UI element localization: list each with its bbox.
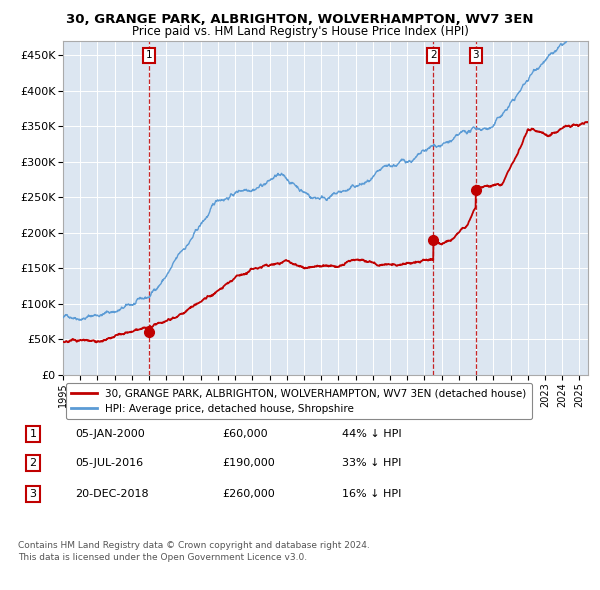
Text: 1: 1	[146, 51, 152, 61]
Text: 05-JAN-2000: 05-JAN-2000	[75, 429, 145, 438]
Text: £260,000: £260,000	[222, 489, 275, 499]
Text: 05-JUL-2016: 05-JUL-2016	[75, 458, 143, 468]
Text: 16% ↓ HPI: 16% ↓ HPI	[342, 489, 401, 499]
Legend: 30, GRANGE PARK, ALBRIGHTON, WOLVERHAMPTON, WV7 3EN (detached house), HPI: Avera: 30, GRANGE PARK, ALBRIGHTON, WOLVERHAMPT…	[65, 383, 532, 419]
Text: 1: 1	[29, 429, 37, 438]
Text: 3: 3	[29, 489, 37, 499]
Text: £190,000: £190,000	[222, 458, 275, 468]
Text: £60,000: £60,000	[222, 429, 268, 438]
Text: 2: 2	[430, 51, 437, 61]
Text: 20-DEC-2018: 20-DEC-2018	[75, 489, 149, 499]
Text: 44% ↓ HPI: 44% ↓ HPI	[342, 429, 401, 438]
Text: Price paid vs. HM Land Registry's House Price Index (HPI): Price paid vs. HM Land Registry's House …	[131, 25, 469, 38]
Text: 33% ↓ HPI: 33% ↓ HPI	[342, 458, 401, 468]
Text: 3: 3	[472, 51, 479, 61]
Text: 30, GRANGE PARK, ALBRIGHTON, WOLVERHAMPTON, WV7 3EN: 30, GRANGE PARK, ALBRIGHTON, WOLVERHAMPT…	[66, 13, 534, 26]
Text: This data is licensed under the Open Government Licence v3.0.: This data is licensed under the Open Gov…	[18, 553, 307, 562]
Text: Contains HM Land Registry data © Crown copyright and database right 2024.: Contains HM Land Registry data © Crown c…	[18, 541, 370, 550]
Text: 2: 2	[29, 458, 37, 468]
